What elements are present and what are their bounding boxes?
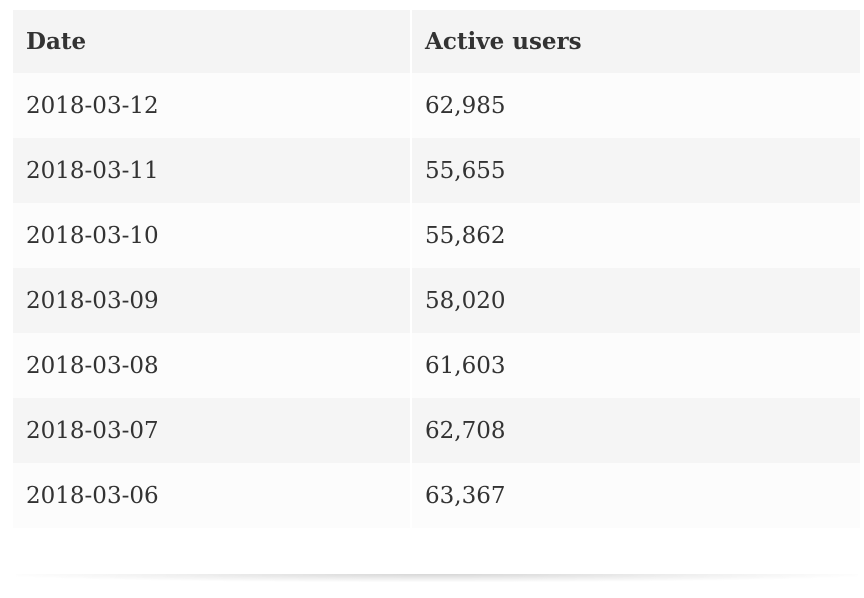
table-row: 2018-03-11 55,655: [13, 138, 860, 203]
date-cell: 2018-03-09: [13, 268, 410, 333]
date-cell: 2018-03-11: [13, 138, 410, 203]
active-users-cell: 62,708: [410, 398, 860, 463]
table-header: Date Active users: [13, 10, 860, 73]
active-users-cell: 63,367: [410, 463, 860, 528]
data-table-container: Date Active users 2018-03-12 62,985 2018…: [13, 10, 860, 528]
active-users-cell: 61,603: [410, 333, 860, 398]
table-row: 2018-03-12 62,985: [13, 73, 860, 138]
header-row: Date Active users: [13, 10, 860, 73]
date-cell: 2018-03-12: [13, 73, 410, 138]
table-row: 2018-03-06 63,367: [13, 463, 860, 528]
table-row: 2018-03-09 58,020: [13, 268, 860, 333]
active-users-cell: 55,655: [410, 138, 860, 203]
table-row: 2018-03-07 62,708: [13, 398, 860, 463]
column-header-active-users: Active users: [410, 10, 860, 73]
table-body: 2018-03-12 62,985 2018-03-11 55,655 2018…: [13, 73, 860, 528]
column-header-date: Date: [13, 10, 410, 73]
bottom-shadow-divider: [16, 574, 858, 582]
active-users-cell: 55,862: [410, 203, 860, 268]
table-row: 2018-03-08 61,603: [13, 333, 860, 398]
date-cell: 2018-03-06: [13, 463, 410, 528]
date-cell: 2018-03-10: [13, 203, 410, 268]
date-cell: 2018-03-07: [13, 398, 410, 463]
table-row: 2018-03-10 55,862: [13, 203, 860, 268]
active-users-table: Date Active users 2018-03-12 62,985 2018…: [13, 10, 860, 528]
date-cell: 2018-03-08: [13, 333, 410, 398]
active-users-cell: 58,020: [410, 268, 860, 333]
active-users-cell: 62,985: [410, 73, 860, 138]
